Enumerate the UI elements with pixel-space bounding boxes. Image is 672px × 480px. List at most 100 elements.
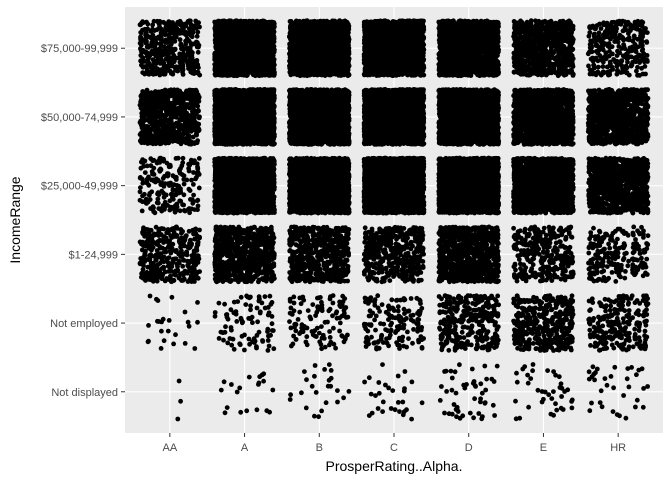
data-point bbox=[410, 312, 416, 318]
data-point bbox=[524, 331, 530, 337]
data-point bbox=[489, 376, 495, 382]
data-point bbox=[511, 225, 516, 231]
data-point bbox=[146, 244, 152, 250]
data-point bbox=[595, 341, 601, 347]
data-point bbox=[569, 323, 574, 329]
data-point bbox=[369, 334, 374, 340]
data-point bbox=[452, 276, 458, 282]
data-point bbox=[477, 276, 483, 282]
data-point bbox=[191, 266, 197, 272]
data-point bbox=[288, 392, 293, 398]
data-point bbox=[227, 224, 233, 230]
data-point bbox=[610, 409, 616, 414]
data-point bbox=[174, 224, 179, 230]
data-point bbox=[388, 232, 393, 237]
data-point bbox=[326, 377, 332, 383]
data-point bbox=[566, 249, 572, 255]
data-point bbox=[525, 320, 531, 326]
data-point bbox=[393, 330, 398, 335]
data-point bbox=[309, 383, 315, 389]
data-point bbox=[166, 318, 172, 323]
data-point bbox=[562, 260, 567, 266]
data-point bbox=[220, 330, 226, 336]
data-point bbox=[475, 330, 481, 335]
data-point bbox=[330, 276, 336, 282]
data-point bbox=[340, 249, 345, 255]
data-point bbox=[543, 232, 549, 238]
data-point bbox=[624, 250, 629, 256]
data-point bbox=[468, 240, 474, 246]
data-point bbox=[465, 342, 471, 347]
data-point bbox=[303, 405, 309, 411]
data-point bbox=[404, 316, 409, 321]
data-point bbox=[395, 342, 401, 348]
data-point bbox=[327, 335, 333, 340]
data-point bbox=[268, 224, 274, 230]
data-point bbox=[231, 270, 237, 276]
data-point bbox=[469, 235, 475, 241]
data-point bbox=[486, 318, 492, 324]
data-point bbox=[554, 327, 560, 333]
data-point bbox=[319, 324, 324, 329]
data-point bbox=[248, 303, 254, 309]
data-point bbox=[234, 319, 240, 324]
data-point bbox=[641, 293, 646, 299]
data-point bbox=[213, 243, 219, 249]
data-point bbox=[644, 312, 650, 317]
data-point bbox=[391, 273, 397, 279]
data-point bbox=[596, 329, 602, 334]
data-point bbox=[626, 300, 631, 306]
data-point bbox=[641, 343, 647, 349]
data-point bbox=[470, 225, 476, 231]
data-point bbox=[363, 261, 369, 267]
data-point bbox=[595, 334, 601, 339]
data-point bbox=[302, 238, 308, 244]
data-point bbox=[404, 344, 409, 350]
data-point bbox=[453, 345, 459, 350]
data-point bbox=[291, 294, 297, 300]
data-point bbox=[330, 254, 335, 260]
data-point bbox=[314, 265, 319, 271]
data-point bbox=[415, 321, 421, 327]
data-point bbox=[265, 329, 270, 334]
data-point bbox=[288, 273, 294, 279]
data-point bbox=[225, 340, 231, 346]
data-point bbox=[182, 309, 188, 315]
data-point bbox=[383, 309, 389, 315]
data-point bbox=[335, 388, 340, 393]
data-point bbox=[232, 231, 238, 237]
data-point bbox=[566, 328, 572, 334]
data-point bbox=[473, 302, 478, 308]
data-point bbox=[461, 335, 467, 340]
data-point bbox=[608, 374, 614, 379]
data-point bbox=[414, 247, 420, 253]
data-point bbox=[175, 264, 180, 269]
data-point bbox=[415, 317, 421, 322]
data-point bbox=[440, 264, 446, 270]
data-point bbox=[607, 314, 613, 319]
data-point bbox=[387, 278, 393, 283]
data-point bbox=[261, 371, 267, 377]
data-point bbox=[514, 314, 520, 319]
data-point bbox=[587, 275, 592, 281]
data-point bbox=[632, 326, 638, 332]
data-point bbox=[517, 320, 523, 326]
data-point bbox=[235, 252, 241, 257]
data-point bbox=[343, 267, 349, 273]
data-point bbox=[633, 404, 638, 410]
data-point bbox=[454, 303, 460, 309]
data-point bbox=[155, 318, 160, 324]
data-point bbox=[222, 301, 228, 307]
data-point bbox=[246, 374, 252, 380]
data-point bbox=[395, 304, 401, 310]
data-point bbox=[479, 318, 485, 324]
data-point bbox=[492, 309, 497, 315]
data-point bbox=[267, 409, 272, 415]
data-point bbox=[449, 375, 455, 381]
data-point bbox=[642, 333, 647, 339]
data-point bbox=[217, 260, 223, 266]
data-point bbox=[380, 256, 386, 262]
data-point bbox=[178, 398, 184, 404]
data-point bbox=[270, 277, 276, 282]
data-point bbox=[624, 376, 630, 382]
